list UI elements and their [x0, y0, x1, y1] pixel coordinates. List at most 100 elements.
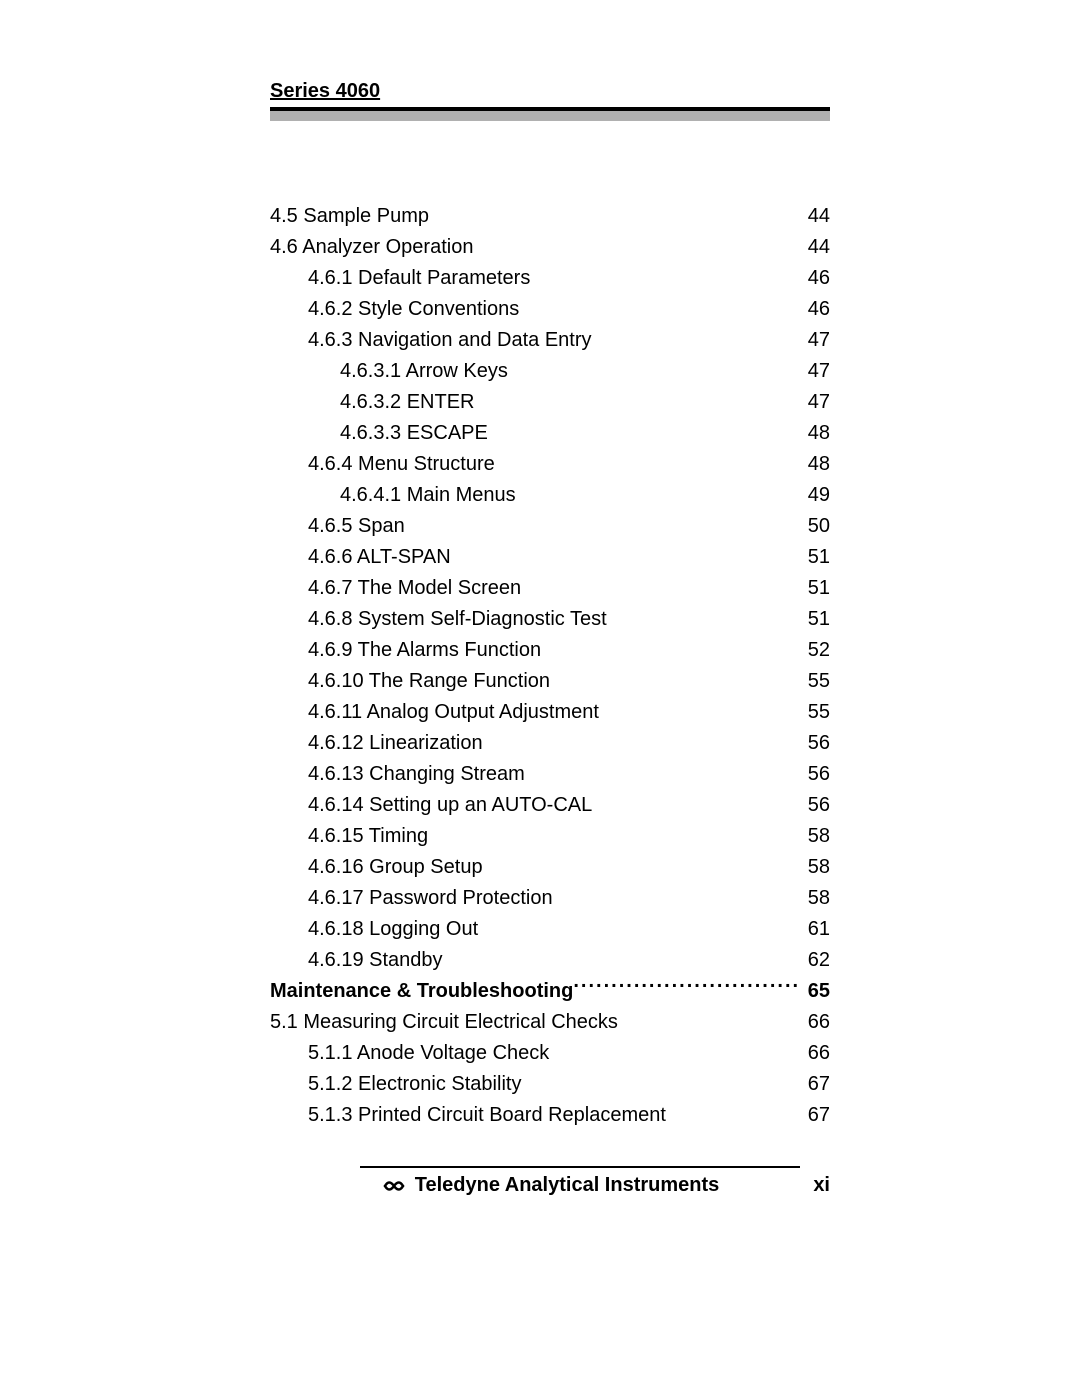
toc-entry: 4.6.3.3 ESCAPE 48: [270, 418, 830, 449]
toc-entry-label: 4.6.8 System Self-Diagnostic Test: [308, 604, 607, 635]
toc-entry-page: 67: [800, 1069, 830, 1100]
toc-entry: 5.1 Measuring Circuit Electrical Checks 6…: [270, 1007, 830, 1038]
toc-entry-label: 4.6.4.1 Main Menus: [340, 480, 516, 511]
toc-entry-label: 4.6.14 Setting up an AUTO-CAL: [308, 790, 592, 821]
toc-entry-label: 4.6.15 Timing: [308, 821, 428, 852]
toc-entry-page: 46: [800, 263, 830, 294]
page-footer: Teledyne Analytical Instruments xi: [270, 1166, 830, 1197]
toc-entry: 4.6.11 Analog Output Adjustment 55: [270, 697, 830, 728]
toc-entry: 4.6.4.1 Main Menus 49: [270, 480, 830, 511]
toc-entry-page: 55: [800, 697, 830, 728]
toc-entry: 4.6.1 Default Parameters 46: [270, 263, 830, 294]
toc-entry: 4.6.5 Span 50: [270, 511, 830, 542]
toc-entry-label: 4.6 Analyzer Operation: [270, 232, 473, 263]
toc-entry: 5.1.1 Anode Voltage Check 66: [270, 1038, 830, 1069]
toc-entry-page: 44: [800, 201, 830, 232]
toc-entry-page: 56: [800, 728, 830, 759]
toc-entry-page: 51: [800, 542, 830, 573]
toc-entry-label: 4.6.3.3 ESCAPE: [340, 418, 488, 449]
toc-entry: 4.6.16 Group Setup 58: [270, 852, 830, 883]
series-title: Series 4060: [270, 80, 830, 103]
toc-entry-page: 46: [800, 294, 830, 325]
toc-entry-label: 4.6.1 Default Parameters: [308, 263, 530, 294]
footer-rule: [360, 1166, 800, 1168]
toc-entry: 4.6.2 Style Conventions 46: [270, 294, 830, 325]
toc-entry-page: 61: [800, 914, 830, 945]
toc-entry: 4.6.14 Setting up an AUTO-CAL 56: [270, 790, 830, 821]
toc-entry-page: 56: [800, 790, 830, 821]
toc-entry-page: 62: [800, 945, 830, 976]
toc-entry: 4.6.3.1 Arrow Keys 47: [270, 356, 830, 387]
document-page: Series 4060 4.5 Sample Pump444.6 Analyze…: [0, 0, 1080, 1397]
toc-entry: 4.6.7 The Model Screen 51: [270, 573, 830, 604]
toc-entry-label: 4.6.3.1 Arrow Keys: [340, 356, 508, 387]
table-of-contents: 4.5 Sample Pump444.6 Analyzer Operation4…: [270, 201, 830, 1131]
toc-entry: 4.6.6 ALT-SPAN 51: [270, 542, 830, 573]
toc-entry-label: 4.6.11 Analog Output Adjustment: [308, 697, 599, 728]
toc-entry: 4.6.9 The Alarms Function 52: [270, 635, 830, 666]
toc-entry: 4.6 Analyzer Operation 44: [270, 232, 830, 263]
toc-entry-label: 4.6.13 Changing Stream: [308, 759, 525, 790]
toc-entry-label: 5.1.3 Printed Circuit Board Replacement: [308, 1100, 666, 1131]
toc-entry: 4.6.15 Timing 58: [270, 821, 830, 852]
toc-entry-page: 48: [800, 418, 830, 449]
toc-entry-label: 5.1.1 Anode Voltage Check: [308, 1038, 549, 1069]
toc-entry-label: 4.6.7 The Model Screen: [308, 573, 521, 604]
toc-entry-page: 50: [800, 511, 830, 542]
toc-entry: 4.6.17 Password Protection 58: [270, 883, 830, 914]
toc-entry-page: 44: [800, 232, 830, 263]
toc-entry-page: 58: [800, 852, 830, 883]
header-bar: [270, 107, 830, 121]
toc-entry: 4.5 Sample Pump 44: [270, 201, 830, 232]
toc-entry-label: 4.6.5 Span: [308, 511, 405, 542]
toc-leader-dots: [573, 977, 800, 997]
toc-entry-label: 5.1.2 Electronic Stability: [308, 1069, 521, 1100]
toc-entry-label: 4.6.10 The Range Function: [308, 666, 550, 697]
toc-entry-page: 47: [800, 356, 830, 387]
toc-entry-page: 52: [800, 635, 830, 666]
toc-entry: 4.6.19 Standby 62: [270, 945, 830, 976]
toc-entry-label: 4.6.16 Group Setup: [308, 852, 483, 883]
toc-entry-page: 66: [800, 1038, 830, 1069]
toc-entry-page: 49: [800, 480, 830, 511]
toc-entry: 4.6.12 Linearization 56: [270, 728, 830, 759]
footer-company: Teledyne Analytical Instruments: [415, 1174, 720, 1197]
toc-entry-label: Maintenance & Troubleshooting: [270, 976, 573, 1007]
toc-entry: 4.6.10 The Range Function 55: [270, 666, 830, 697]
toc-entry-page: 48: [800, 449, 830, 480]
page-header: Series 4060: [270, 80, 830, 121]
toc-entry-label: 4.6.19 Standby: [308, 945, 443, 976]
toc-entry-label: 4.6.3 Navigation and Data Entry: [308, 325, 592, 356]
toc-entry-page: 51: [800, 604, 830, 635]
toc-entry-label: 4.6.9 The Alarms Function: [308, 635, 541, 666]
toc-entry: 4.6.8 System Self-Diagnostic Test 51: [270, 604, 830, 635]
toc-entry-label: 4.6.18 Logging Out: [308, 914, 478, 945]
toc-entry-label: 5.1 Measuring Circuit Electrical Checks: [270, 1007, 618, 1038]
toc-entry-page: 56: [800, 759, 830, 790]
toc-entry-page: 66: [800, 1007, 830, 1038]
teledyne-logo-icon: [381, 1177, 407, 1195]
toc-entry-label: 4.6.6 ALT-SPAN: [308, 542, 451, 573]
toc-entry-label: 4.6.4 Menu Structure: [308, 449, 495, 480]
toc-entry: 4.6.18 Logging Out 61: [270, 914, 830, 945]
toc-entry-label: 4.6.12 Linearization: [308, 728, 483, 759]
toc-entry: 4.6.3.2 ENTER47: [270, 387, 830, 418]
footer-page-number: xi: [813, 1174, 830, 1197]
toc-entry: 4.6.13 Changing Stream 56: [270, 759, 830, 790]
toc-entry: 5.1.2 Electronic Stability 67: [270, 1069, 830, 1100]
toc-entry-page: 67: [800, 1100, 830, 1131]
toc-entry: 4.6.3 Navigation and Data Entry47: [270, 325, 830, 356]
toc-entry-page: 47: [800, 387, 830, 418]
toc-entry: Maintenance & Troubleshooting 65: [270, 976, 830, 1007]
toc-entry: 4.6.4 Menu Structure 48: [270, 449, 830, 480]
toc-entry-page: 65: [800, 976, 830, 1007]
toc-entry-page: 58: [800, 821, 830, 852]
toc-entry-page: 51: [800, 573, 830, 604]
toc-entry-page: 58: [800, 883, 830, 914]
toc-entry-page: 55: [800, 666, 830, 697]
toc-entry-label: 4.6.17 Password Protection: [308, 883, 553, 914]
toc-entry: 5.1.3 Printed Circuit Board Replacement 6…: [270, 1100, 830, 1131]
toc-entry-label: 4.5 Sample Pump: [270, 201, 429, 232]
footer-line: Teledyne Analytical Instruments xi: [270, 1174, 830, 1197]
toc-entry-label: 4.6.2 Style Conventions: [308, 294, 519, 325]
